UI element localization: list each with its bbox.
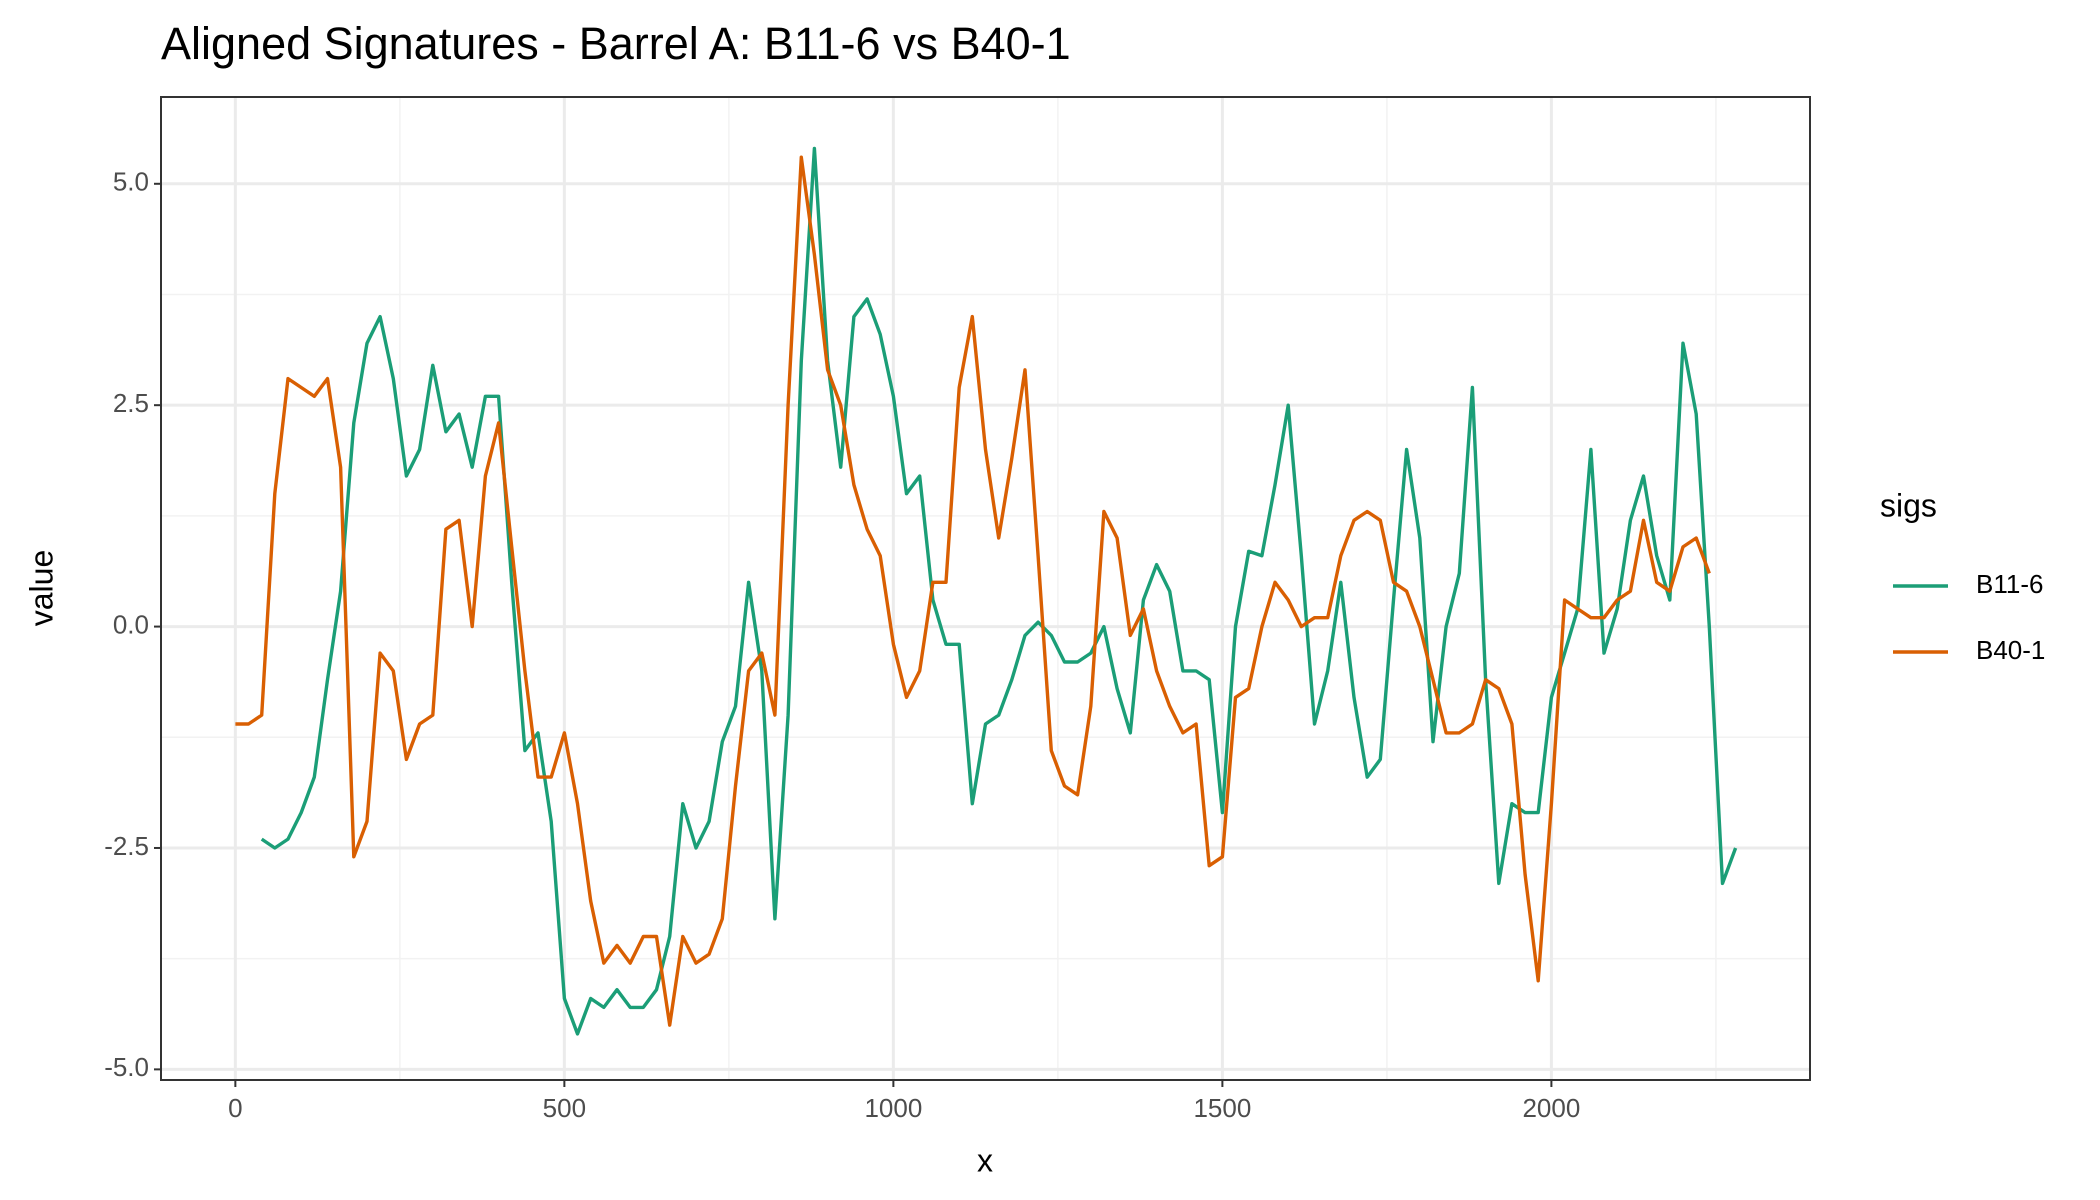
x-tick-label: 500 [543,1093,586,1123]
x-axis-title: x [977,1142,993,1178]
series-line [235,155,1711,1027]
y-axis-title: value [23,550,59,627]
y-tick-label: 5.0 [113,167,149,197]
legend-title: sigs [1880,487,1937,523]
legend-label: B11-6 [1976,569,2043,599]
legend-label: B40-1 [1976,635,2045,665]
y-tick-label: 0.0 [113,609,149,639]
plot-border [160,96,1811,1081]
x-tick-label: 1000 [864,1093,922,1123]
series-line [260,146,1738,1036]
y-tick-label: 2.5 [113,388,149,418]
x-tick-label: 2000 [1522,1093,1580,1123]
chart-title: Aligned Signatures - Barrel A: B11-6 vs … [161,18,1071,69]
y-tick-label: -2.5 [104,831,149,861]
x-tick-label: 1500 [1193,1093,1251,1123]
y-tick-label: -5.0 [104,1052,149,1082]
x-tick-label: 0 [228,1093,242,1123]
